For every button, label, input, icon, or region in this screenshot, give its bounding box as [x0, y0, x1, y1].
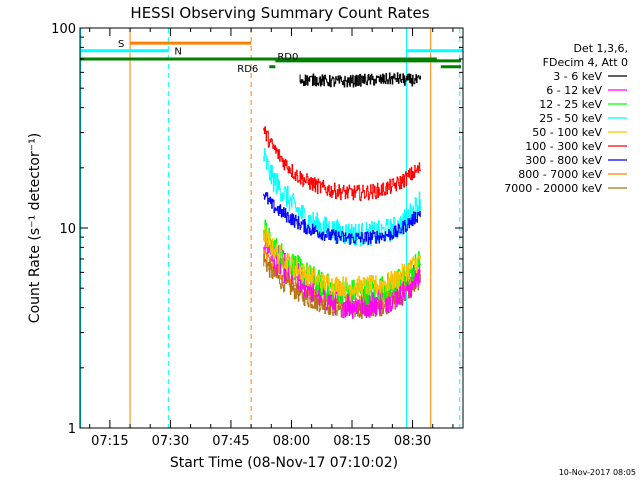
- y-tick-label: 1: [68, 422, 76, 437]
- series-line: [263, 254, 421, 319]
- legend-header: FDecim 4, Att 0: [543, 56, 628, 69]
- legend-item-label: 6 - 12 keV: [546, 84, 602, 97]
- legend-item-label: 12 - 25 keV: [539, 98, 602, 111]
- legend-item-label: 3 - 6 keV: [553, 70, 602, 83]
- x-tick-label: 08:30: [394, 434, 431, 449]
- x-axis-label: Start Time (08-Nov-17 07:10:02): [170, 455, 398, 471]
- legend-item-label: 25 - 50 keV: [539, 112, 602, 125]
- legend-item-label: 100 - 300 keV: [525, 140, 602, 153]
- legend-header: Det 1,3,6,: [573, 42, 628, 55]
- series-line: [263, 192, 421, 245]
- legend-item-label: 50 - 100 keV: [532, 126, 602, 139]
- plot-area: [80, 28, 463, 428]
- flag-label: RD0: [277, 52, 298, 63]
- legend-item-label: 7000 - 20000 keV: [504, 182, 602, 195]
- x-tick-label: 08:15: [333, 434, 370, 449]
- y-tick-label: 10: [59, 222, 76, 237]
- legend-item-label: 800 - 7000 keV: [518, 168, 602, 181]
- x-tick-label: 07:45: [212, 434, 249, 449]
- series-line: [263, 227, 421, 298]
- footer-date: 10-Nov-2017 08:05: [559, 468, 636, 477]
- y-axis-label: Count Rate (s⁻¹ detector⁻¹): [27, 133, 43, 323]
- series-line: [263, 126, 421, 201]
- legend-item-label: 300 - 800 keV: [525, 154, 602, 167]
- x-tick-label: 07:15: [91, 434, 128, 449]
- x-tick-label: 07:30: [152, 434, 189, 449]
- flag-label: S: [118, 39, 124, 50]
- axes: 07:15 07:30 07:45 08:00 08:15 08:30 1 10 100 S N RD…: [51, 22, 464, 449]
- flag-label: RD6: [237, 64, 258, 75]
- chart-title: HESSI Observing Summary Count Rates: [130, 4, 429, 22]
- flag-label: N: [174, 47, 181, 58]
- series-line: [299, 72, 421, 88]
- y-tick-label: 100: [51, 22, 76, 37]
- plot-clip: [80, 28, 463, 428]
- x-tick-label: 08:00: [273, 434, 310, 449]
